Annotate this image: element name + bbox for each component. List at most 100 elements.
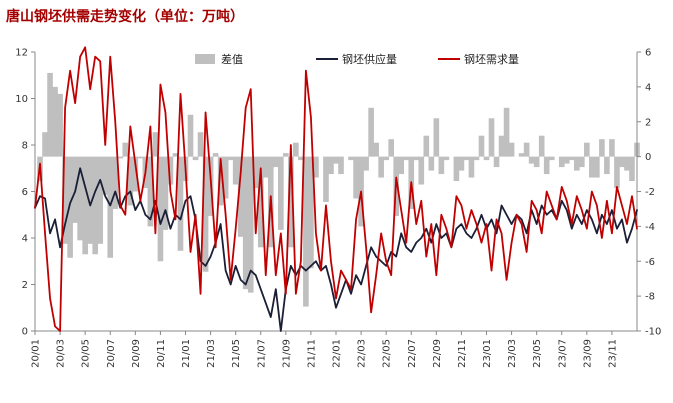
series-line-demand: [34, 46, 638, 332]
diff-bar-63: [348, 156, 354, 161]
x-tick-label-7: 21/03: [206, 339, 217, 368]
diff-bar-73: [398, 156, 405, 175]
diff-bar-17: [117, 156, 124, 159]
y-right-tick-label-8: 6: [645, 48, 651, 59]
diff-bar-61: [338, 156, 344, 175]
diff-bar-86: [463, 156, 470, 161]
diff-bar-101: [538, 135, 545, 157]
diff-bar-112: [594, 156, 600, 178]
diff-bar-81: [438, 156, 445, 175]
diff-bar-98: [523, 142, 530, 157]
diff-bar-38: [222, 156, 229, 199]
diff-bar-55: [308, 156, 314, 269]
diff-bar-87: [468, 156, 475, 178]
diff-bar-9: [77, 156, 83, 241]
diff-bar-58: [323, 156, 329, 202]
diff-bar-115: [609, 139, 615, 157]
diff-bar-113: [599, 139, 605, 157]
y-right-tick-label-6: 2: [645, 117, 651, 128]
x-tick-label-3: 20/07: [106, 339, 117, 368]
diff-bar-10: [82, 156, 88, 255]
diff-bar-71: [388, 139, 394, 157]
legend-label-diff: 差值: [221, 52, 243, 66]
diff-bar-48: [272, 156, 279, 168]
x-tick-label-10: 21/09: [281, 339, 292, 368]
diff-bar-42: [242, 156, 249, 290]
diff-bar-46: [262, 156, 269, 178]
diff-bar-114: [604, 156, 610, 175]
diff-bar-4: [52, 86, 58, 157]
diff-bar-31: [187, 114, 194, 157]
diff-bar-50: [283, 153, 289, 157]
diff-bar-44: [252, 156, 259, 189]
diff-bar-45: [257, 156, 264, 248]
diff-bar-21: [137, 156, 144, 159]
y-right-tick-label-4: -2: [645, 187, 655, 198]
diff-bar-68: [373, 142, 379, 157]
diff-bar-23: [147, 156, 154, 227]
y-left-tick-label-5: 10: [15, 94, 28, 105]
diff-bar-89: [478, 135, 485, 157]
x-tick-label-4: 20/09: [131, 339, 142, 368]
diff-bar-110: [584, 142, 590, 157]
x-tick-label-14: 22/05: [382, 339, 393, 368]
diff-bar-43: [247, 156, 254, 293]
x-tick-label-12: 22/01: [332, 339, 343, 368]
diff-bar-3: [47, 72, 53, 157]
diff-bar-116: [614, 156, 620, 189]
diff-bar-60: [333, 156, 339, 164]
diff-bar-92: [493, 156, 500, 168]
diff-bar-2: [42, 132, 48, 157]
diff-bar-49: [278, 156, 284, 230]
diff-bar-64: [353, 156, 359, 199]
legend-label-demand: 钢坯需求量: [464, 53, 519, 66]
x-tick-label-16: 22/09: [432, 339, 443, 368]
diff-bar-40: [232, 156, 239, 185]
diff-bar-117: [619, 156, 625, 168]
diff-bar-7: [67, 156, 73, 258]
diff-bar-53: [298, 156, 304, 161]
y-right-tick-label-2: -6: [645, 257, 655, 268]
y-left-tick-label-0: 0: [22, 327, 28, 338]
diff-bar-33: [197, 132, 204, 157]
x-tick-label-13: 22/03: [357, 339, 368, 368]
diff-bar-74: [403, 156, 410, 161]
x-tick-label-2: 20/05: [81, 339, 92, 368]
diff-bar-77: [418, 156, 425, 185]
diff-bar-105: [558, 156, 565, 168]
diff-bar-12: [92, 156, 99, 255]
diff-bar-76: [413, 156, 420, 161]
diff-bar-54: [303, 156, 309, 307]
diff-bar-52: [293, 142, 299, 157]
diff-bar-106: [563, 156, 570, 164]
diff-bar-102: [543, 156, 550, 175]
y-left-tick-label-6: 12: [15, 48, 28, 59]
diff-bar-34: [202, 156, 209, 272]
y-right-tick-label-0: -10: [645, 327, 661, 338]
diff-bar-90: [483, 156, 490, 161]
diff-bar-24: [152, 132, 159, 157]
diff-bar-103: [548, 156, 555, 161]
diff-bar-84: [453, 156, 460, 182]
diff-bar-78: [423, 135, 430, 157]
x-tick-label-9: 21/07: [256, 339, 267, 368]
x-tick-label-20: 23/05: [532, 339, 543, 368]
diff-bar-88: [473, 156, 480, 161]
diff-bar-66: [363, 156, 369, 171]
diff-bar-79: [428, 156, 435, 171]
diff-bar-51: [288, 156, 294, 248]
x-tick-label-1: 20/03: [56, 339, 67, 368]
x-tick-label-21: 23/07: [557, 339, 568, 368]
diff-bar-108: [573, 156, 580, 171]
x-tick-label-11: 21/11: [306, 339, 317, 368]
y-left-tick-label-2: 4: [22, 234, 28, 245]
diff-bar-93: [498, 135, 505, 157]
diff-bar-19: [127, 156, 134, 206]
diff-bar-13: [97, 156, 104, 244]
diff-bar-80: [433, 118, 440, 157]
diff-bar-16: [112, 156, 119, 209]
diff-bar-85: [458, 156, 465, 171]
chart-title: 唐山钢坯供需走势变化（单位：万吨）: [6, 9, 244, 25]
diff-bar-14: [102, 156, 109, 195]
